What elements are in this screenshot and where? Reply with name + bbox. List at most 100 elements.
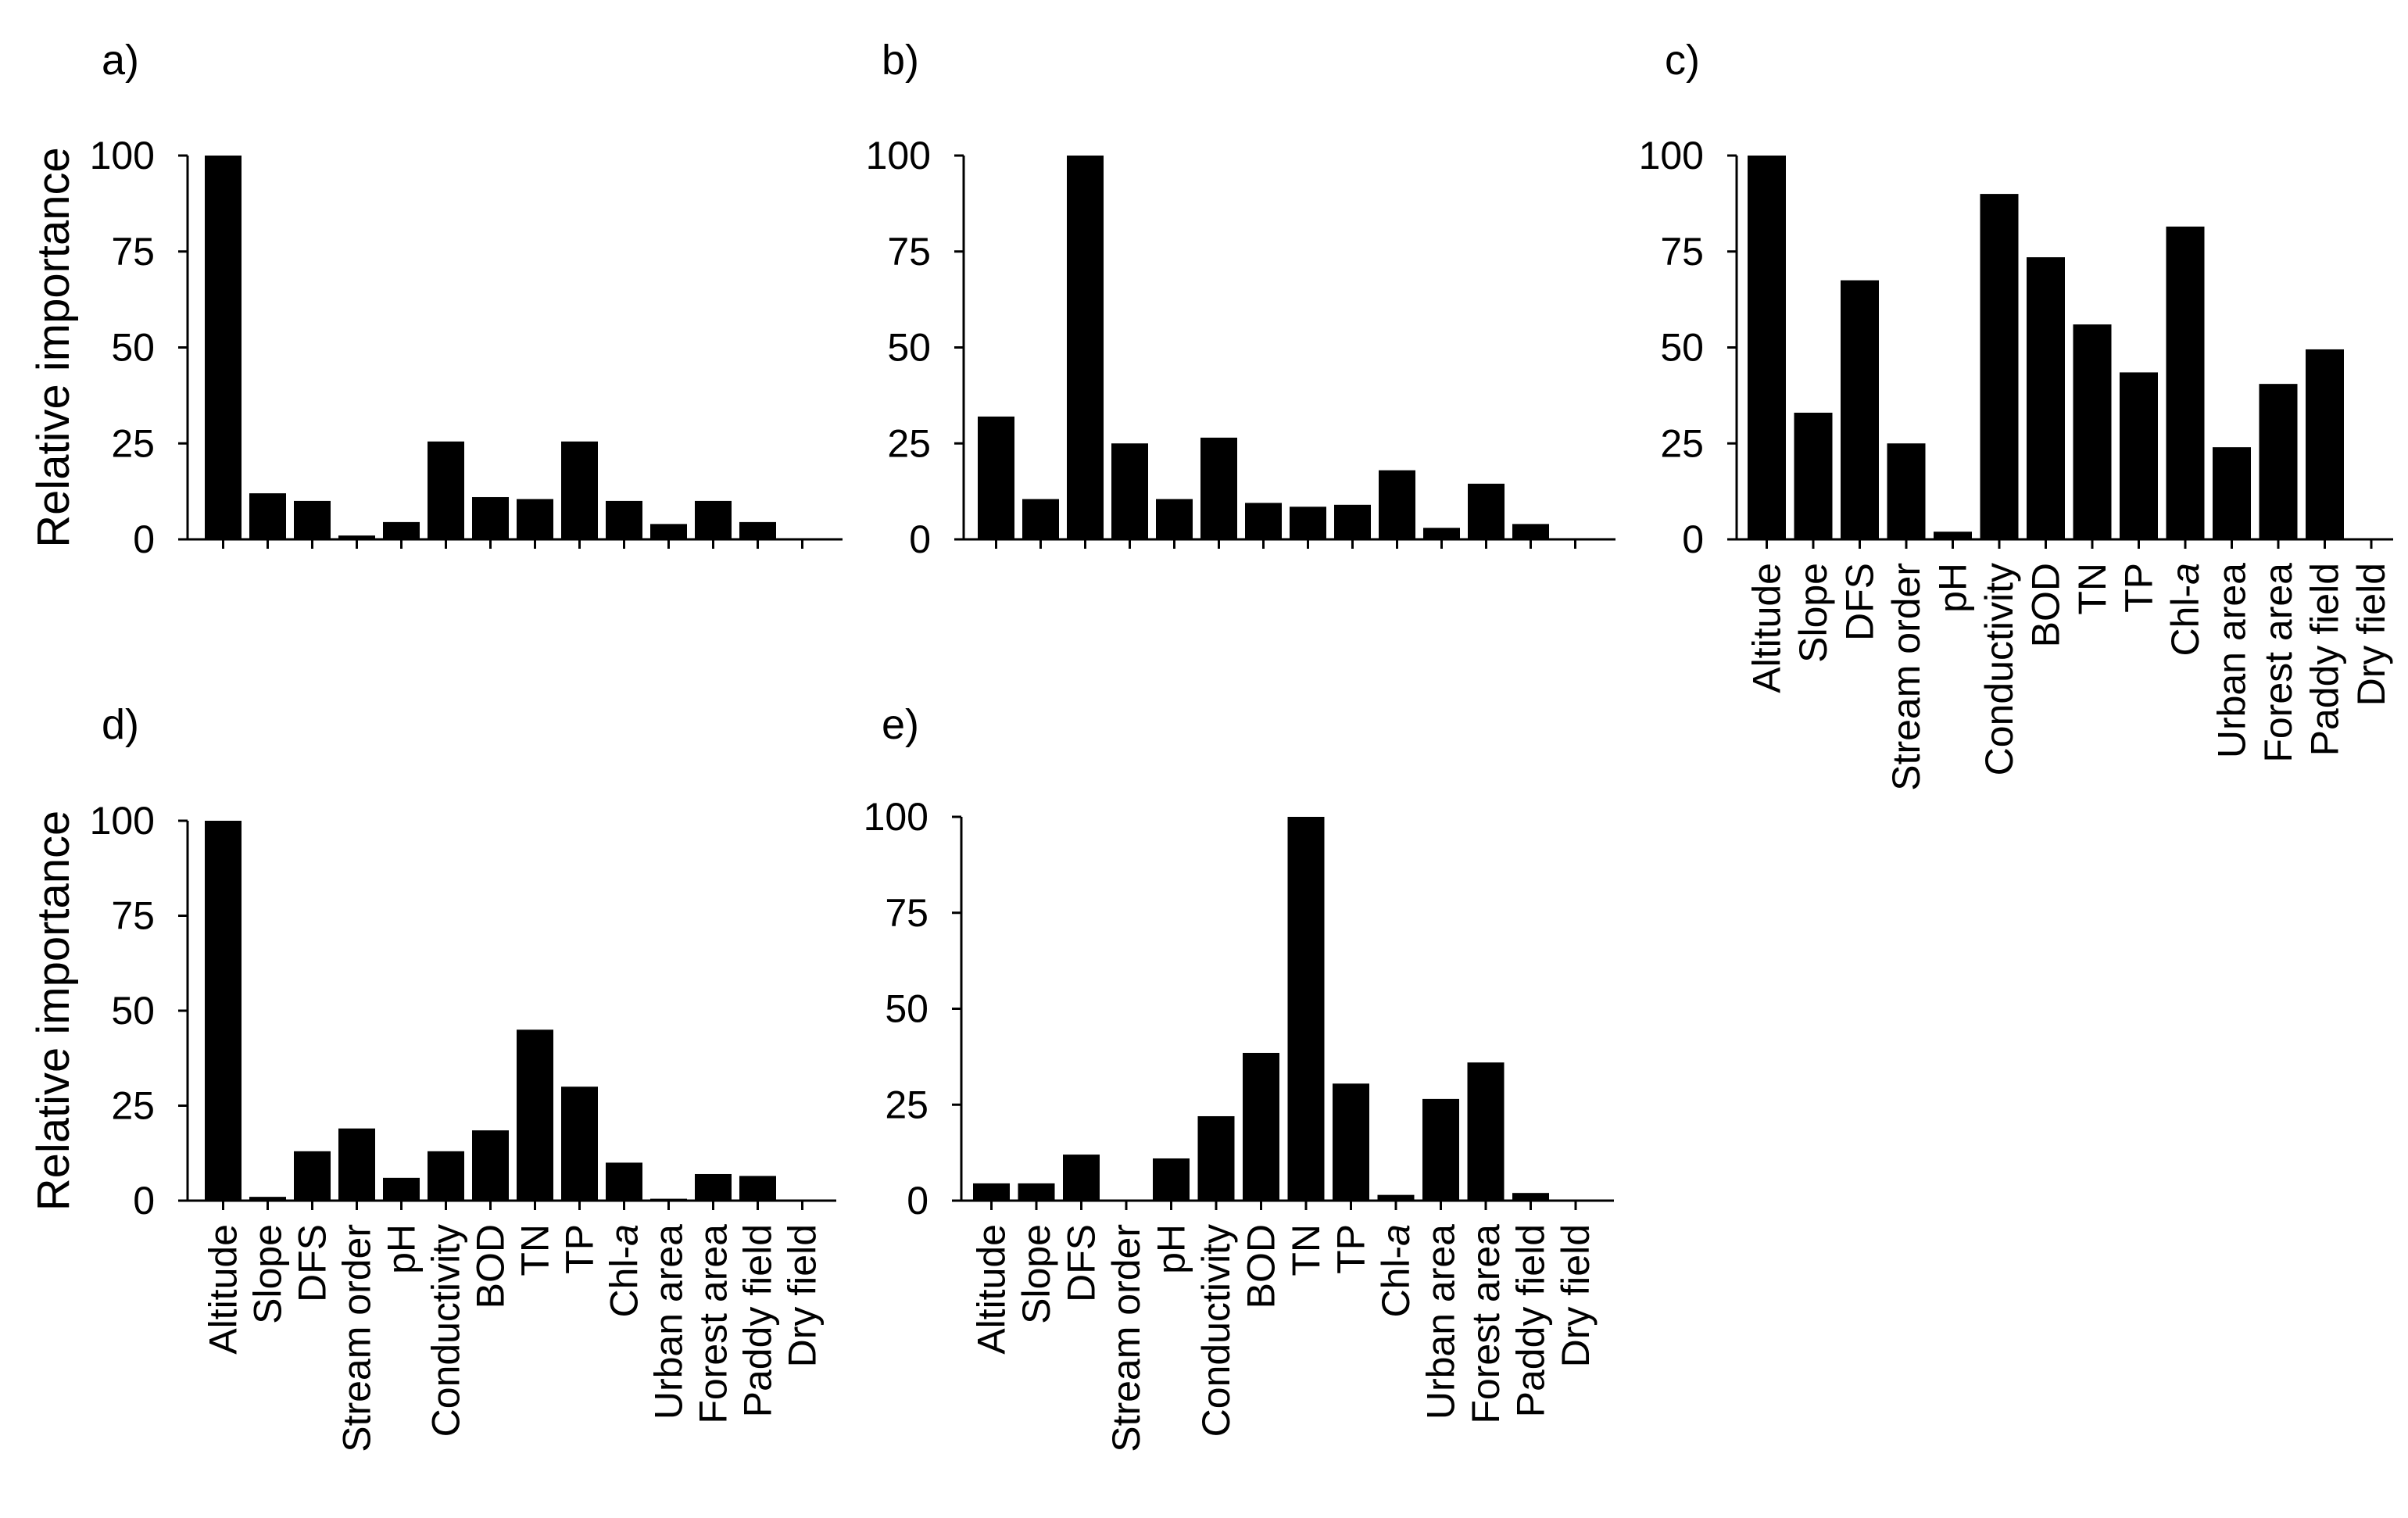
y-tick-label: 75 xyxy=(111,230,155,274)
bar-tn xyxy=(517,499,553,539)
x-category-label: Stream order xyxy=(1884,563,1928,791)
bar-conductivity xyxy=(1197,1115,1235,1201)
bar-conductivity xyxy=(1200,437,1237,539)
x-category-label: TN xyxy=(2070,563,2114,615)
bar-stream-order xyxy=(338,1128,375,1201)
bar-tn xyxy=(2073,324,2112,539)
x-category-label: TN xyxy=(513,1224,557,1276)
bar-paddy-field xyxy=(1512,1193,1549,1201)
y-tick-label: 0 xyxy=(133,517,155,561)
bar-chl-a xyxy=(2166,226,2205,539)
bar-bod xyxy=(472,1130,509,1201)
bar-paddy-field xyxy=(1512,524,1549,539)
y-tick-label: 50 xyxy=(887,326,931,370)
y-tick-label: 75 xyxy=(111,894,155,938)
bar-stream-order xyxy=(1887,443,1926,539)
bar-tp xyxy=(561,441,598,539)
bar-tp xyxy=(2120,372,2158,539)
bar-altitude xyxy=(205,821,242,1201)
bar-forest-area xyxy=(1468,483,1505,539)
x-category-label: DFS xyxy=(291,1224,335,1302)
bar-urban-area xyxy=(1422,1098,1459,1201)
y-tick-label: 75 xyxy=(1660,230,1704,274)
bar-bod xyxy=(2027,257,2065,539)
x-category-label: Slope xyxy=(246,1224,290,1324)
y-tick-label: 50 xyxy=(885,987,928,1031)
y-tick-label: 0 xyxy=(907,1179,928,1223)
y-tick-label: 75 xyxy=(885,891,928,935)
x-category-label: Paddy field xyxy=(736,1224,780,1417)
y-tick-label: 100 xyxy=(866,134,931,177)
bar-forest-area xyxy=(1467,1062,1505,1201)
panel-b: b) 0 25 50 75 100 xyxy=(866,37,1615,561)
x-category-label: Paddy field xyxy=(1509,1224,1553,1417)
x-category-label: Paddy field xyxy=(2303,563,2347,756)
x-category-label: Conductivity xyxy=(1194,1224,1238,1437)
y-tick-label: 50 xyxy=(111,326,155,370)
bar-tp xyxy=(1334,504,1371,539)
y-tick-label: 25 xyxy=(887,421,931,465)
bar-slope xyxy=(249,493,286,539)
x-category-label: pH xyxy=(1931,563,1975,613)
x-category-label: BOD xyxy=(1240,1224,1283,1309)
x-category-label: Forest area xyxy=(2256,563,2300,763)
y-tick-label: 25 xyxy=(1660,421,1704,465)
x-category-label: Stream order xyxy=(1104,1224,1148,1452)
bar-dfs xyxy=(1841,280,1879,539)
bar-conductivity xyxy=(1980,194,2019,539)
x-category-label: Chl-a xyxy=(2163,563,2207,657)
bar-tp xyxy=(1333,1083,1369,1201)
bar-chl-a xyxy=(606,1162,642,1201)
y-tick-label: 100 xyxy=(90,799,155,843)
bar-tn xyxy=(1290,507,1326,539)
bar-stream-order xyxy=(338,535,375,539)
x-category-label: Stream order xyxy=(335,1224,379,1452)
bar-chl-a xyxy=(1377,1194,1415,1201)
y-tick-label: 100 xyxy=(1639,134,1704,177)
bar-paddy-field xyxy=(739,521,776,539)
bar-chl-a xyxy=(606,500,642,539)
x-category-label: Dry field xyxy=(781,1224,825,1367)
bar-urban-area xyxy=(2213,447,2251,539)
x-category-label: Slope xyxy=(1791,563,1835,663)
panel-c: c) 0 25 50 75 100 Altitude Slope DFS Stream order… xyxy=(1639,37,2393,791)
bar-forest-area xyxy=(2259,384,2298,539)
x-category-label: Chl-a xyxy=(603,1224,646,1318)
y-tick-label: 25 xyxy=(111,421,155,465)
bar-paddy-field xyxy=(739,1176,776,1201)
panel-label: a) xyxy=(102,37,139,84)
x-category-label: Chl-a xyxy=(1374,1224,1418,1318)
bar-forest-area xyxy=(695,500,732,539)
bar-urban-area xyxy=(1423,528,1460,539)
bar-slope xyxy=(1018,1183,1055,1201)
bar-ph xyxy=(383,1177,420,1201)
panel-label: b) xyxy=(882,37,919,84)
x-category-label: Conductivity xyxy=(424,1224,468,1437)
bar-conductivity xyxy=(428,1151,464,1201)
x-category-label: pH xyxy=(380,1224,424,1274)
y-tick-label: 25 xyxy=(111,1084,155,1128)
y-tick-label: 50 xyxy=(111,989,155,1033)
bar-tn xyxy=(1287,817,1325,1201)
x-category-label: BOD xyxy=(2024,563,2068,647)
bar-forest-area xyxy=(695,1173,732,1201)
x-category-label: Forest area xyxy=(1464,1224,1508,1424)
x-category-label: Urban area xyxy=(2210,563,2254,758)
x-category-label: TP xyxy=(558,1224,602,1274)
bar-conductivity xyxy=(428,441,464,539)
y-axis-label: Relative importance xyxy=(28,811,79,1212)
x-category-label: DFS xyxy=(1838,563,1882,641)
x-category-label: DFS xyxy=(1060,1224,1104,1302)
bar-ph xyxy=(383,521,420,539)
panel-a: a) Relative importance 0 25 50 75 100 xyxy=(28,37,843,561)
bar-urban-area xyxy=(650,1198,687,1201)
x-category-label: Forest area xyxy=(692,1224,735,1424)
bar-ph xyxy=(1156,499,1193,539)
y-tick-label: 0 xyxy=(1682,517,1704,561)
x-category-label: Slope xyxy=(1014,1224,1058,1324)
y-tick-label: 25 xyxy=(885,1083,928,1126)
bar-altitude xyxy=(205,156,242,539)
x-category-label: pH xyxy=(1150,1224,1193,1274)
